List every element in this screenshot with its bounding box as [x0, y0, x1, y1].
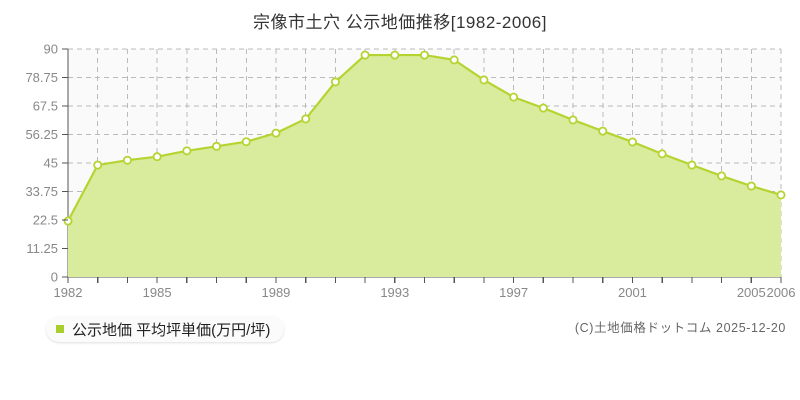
svg-text:1997: 1997 [499, 285, 528, 300]
svg-text:90: 90 [44, 42, 58, 57]
svg-text:1982: 1982 [54, 285, 83, 300]
svg-text:56.25: 56.25 [25, 127, 58, 142]
svg-text:11.25: 11.25 [26, 241, 58, 256]
svg-text:1985: 1985 [143, 285, 172, 300]
svg-text:33.75: 33.75 [25, 184, 58, 199]
svg-text:1989: 1989 [261, 285, 290, 300]
svg-text:0: 0 [51, 270, 58, 285]
legend-swatch-icon [56, 325, 64, 333]
svg-text:45: 45 [44, 156, 58, 171]
chart-legend: 公示地価 平均坪単価(万円/坪) [46, 316, 285, 342]
svg-text:2006: 2006 [767, 285, 796, 300]
svg-text:2001: 2001 [618, 285, 647, 300]
svg-text:1993: 1993 [380, 285, 409, 300]
y-axis-tick-labels: 0 11.25 22.5 33.75 45 56.25 67.5 78.75 90 [25, 42, 68, 285]
svg-text:78.75: 78.75 [25, 70, 58, 85]
svg-text:22.5: 22.5 [33, 213, 58, 228]
legend-label: 公示地価 平均坪単価(万円/坪) [72, 321, 271, 339]
series-area [68, 55, 781, 277]
chart-title-range: [1982-2006] [450, 13, 547, 32]
chart-title: 宗像市土穴 公示地価推移[1982-2006] [0, 8, 800, 33]
series-markers [63, 50, 786, 226]
copyright-credit: (C)土地価格ドットコム 2025-12-20 [574, 321, 786, 335]
x-axis-tick-labels: 1982 1985 1989 1993 1997 2001 2005 2006 [54, 277, 796, 300]
svg-text:2005: 2005 [737, 285, 766, 300]
chart-title-main: 宗像市土穴 公示地価推移 [253, 13, 451, 32]
svg-text:67.5: 67.5 [33, 99, 58, 114]
